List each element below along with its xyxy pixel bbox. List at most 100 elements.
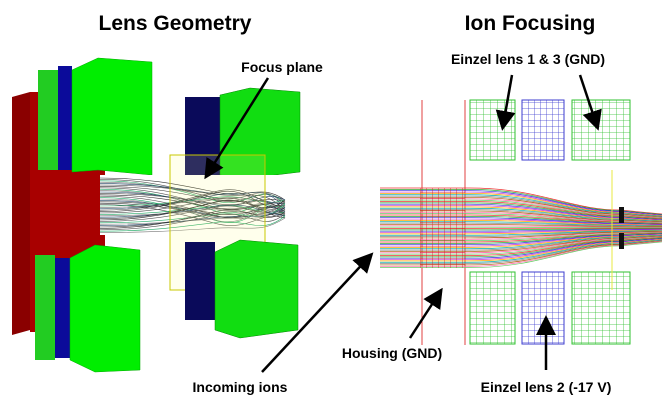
trajectory (380, 232, 662, 243)
trajectory (380, 231, 662, 240)
trajectory (99, 203, 286, 224)
trajectory (380, 198, 662, 219)
trajectory (380, 189, 662, 215)
trajectory (99, 200, 286, 219)
trajectory (99, 213, 286, 231)
trajectory (99, 193, 286, 205)
lens-grid (521, 99, 565, 161)
trajectory (99, 190, 286, 212)
trajectory (380, 195, 662, 218)
trajectory (380, 187, 662, 215)
trajectory (380, 221, 662, 227)
trajectory (380, 191, 662, 216)
lens-slab (71, 57, 153, 176)
trajectory (380, 210, 662, 223)
trajectory (380, 234, 662, 250)
trajectory (99, 207, 286, 226)
lens-geometry-drawing (12, 57, 301, 373)
arrow (204, 77, 270, 180)
trajectory (380, 236, 662, 255)
trajectories (99, 177, 286, 233)
trajectory (99, 193, 286, 210)
lens-slab (58, 66, 72, 170)
arrows (204, 74, 602, 373)
lens-slab (38, 70, 58, 170)
trajectory (380, 233, 662, 244)
trajectory (380, 226, 662, 229)
panel-title: Ion Focusing (465, 12, 596, 35)
trajectory (99, 215, 286, 232)
housing-grid (420, 188, 465, 268)
trajectory (380, 230, 662, 236)
trajectory (380, 190, 662, 216)
trajectory (380, 241, 662, 267)
trajectory (99, 197, 286, 214)
trajectory (380, 197, 662, 218)
trajectory (99, 200, 286, 218)
trajectory (99, 197, 286, 208)
lens-grid (571, 99, 631, 161)
trajectory (380, 207, 662, 222)
trajectory (380, 230, 662, 237)
panel-title: Lens Geometry (99, 12, 252, 35)
arrow (261, 252, 374, 373)
trajectory (380, 225, 662, 228)
trajectory (380, 235, 662, 251)
trajectory (99, 196, 286, 207)
trajectory (380, 233, 662, 247)
focus-mark (619, 207, 624, 223)
trajectory (380, 222, 662, 227)
trajectory (380, 238, 662, 260)
trajectory (380, 205, 662, 221)
trajectory (99, 183, 286, 209)
trajectory (380, 220, 662, 226)
housing-side (12, 92, 30, 335)
trajectory (99, 189, 286, 211)
trajectory (99, 202, 286, 219)
trajectory (380, 213, 662, 224)
lens-grid (571, 271, 631, 345)
trajectory (380, 216, 662, 225)
trajectory (380, 214, 662, 224)
arrow (495, 74, 516, 131)
arrow (408, 287, 443, 339)
trajectory (380, 236, 662, 254)
trajectory (380, 224, 662, 228)
trajectory (380, 231, 662, 239)
annotation: Focus plane (241, 59, 323, 75)
trajectory (99, 191, 286, 207)
trajectory (380, 218, 662, 226)
trajectory (380, 240, 662, 266)
trajectory (380, 228, 662, 231)
trajectory (380, 235, 662, 252)
trajectory (380, 239, 662, 262)
trajectories (380, 187, 662, 268)
trajectory (380, 211, 662, 223)
trajectory (380, 203, 662, 221)
trajectory (380, 232, 662, 241)
lens-slab (69, 244, 141, 373)
focus-mark (619, 233, 624, 249)
lens-grid (469, 271, 516, 345)
trajectory (380, 233, 662, 246)
annotation: Housing (GND) (342, 345, 442, 361)
lens-slab (55, 258, 70, 358)
trajectory (380, 217, 662, 225)
trajectory (380, 202, 662, 220)
ion-focusing-drawing (380, 99, 662, 345)
trajectory (380, 194, 662, 217)
arrow (578, 74, 602, 131)
trajectory (380, 206, 662, 221)
trajectory (380, 240, 662, 264)
trajectory (380, 209, 662, 222)
trajectory (380, 199, 662, 219)
trajectory (380, 239, 662, 263)
trajectory (380, 193, 662, 217)
trajectory (380, 237, 662, 258)
trajectory (380, 228, 662, 232)
trajectory (99, 217, 286, 233)
trajectory (99, 209, 286, 228)
lens-slab (35, 255, 55, 360)
trajectory (380, 229, 662, 235)
